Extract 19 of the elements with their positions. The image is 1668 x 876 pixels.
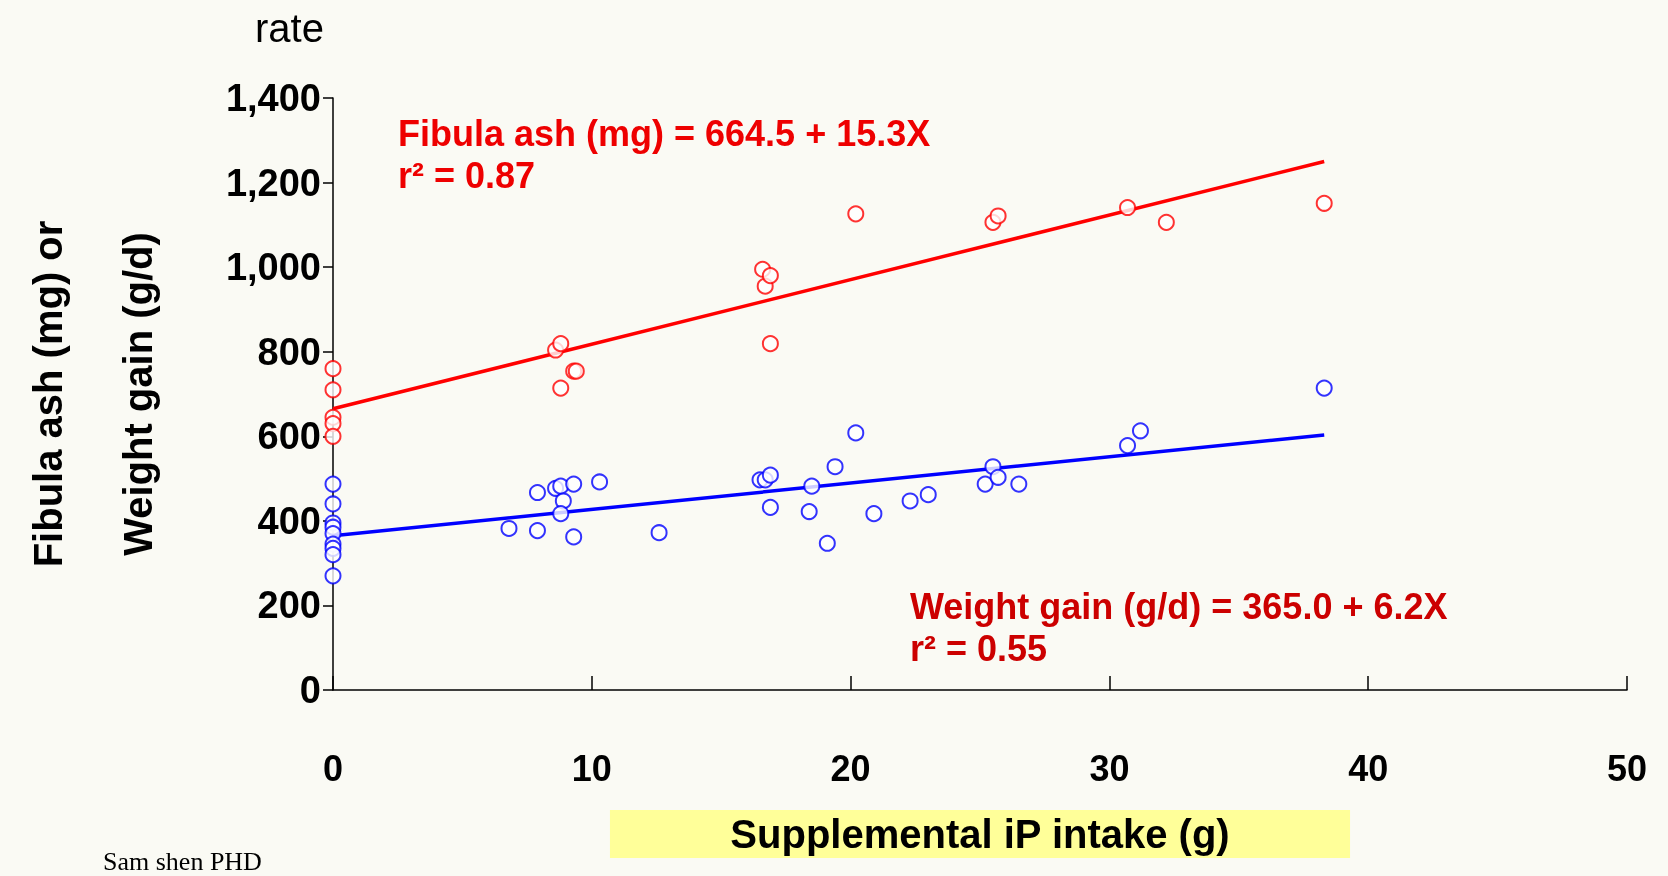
y-tick-label: 800	[257, 330, 321, 373]
x-tick-label: 40	[1348, 747, 1389, 789]
y-tick-label: 1,200	[225, 161, 321, 204]
annotation: Weight gain (g/d) = 365.0 + 6.2X r² = 0.55	[910, 585, 1448, 669]
y-axis-title: Fibula ash (mg) or Weight gain (g/d)	[26, 220, 160, 568]
text: rate	[255, 6, 324, 50]
x-tick-label: 10	[571, 747, 612, 789]
x-tick-label: 30	[1089, 747, 1130, 789]
y-tick-label: 0	[299, 669, 321, 711]
x-tick-label: 50	[1606, 747, 1648, 789]
y-tick-label: 600	[257, 415, 321, 458]
y-tick-label: 1,000	[225, 246, 321, 289]
x-axis-title: Supplemental iP intake (g)	[730, 812, 1230, 856]
annotation: Fibula ash (mg) = 664.5 + 15.3X r² = 0.87	[398, 112, 931, 196]
y-tick-label: 400	[257, 499, 321, 542]
y-tick-label: 200	[257, 584, 321, 627]
x-tick-label: 20	[830, 747, 871, 789]
text: Sam shen PHD	[103, 846, 262, 876]
y-tick-label: 1,400	[225, 77, 321, 119]
